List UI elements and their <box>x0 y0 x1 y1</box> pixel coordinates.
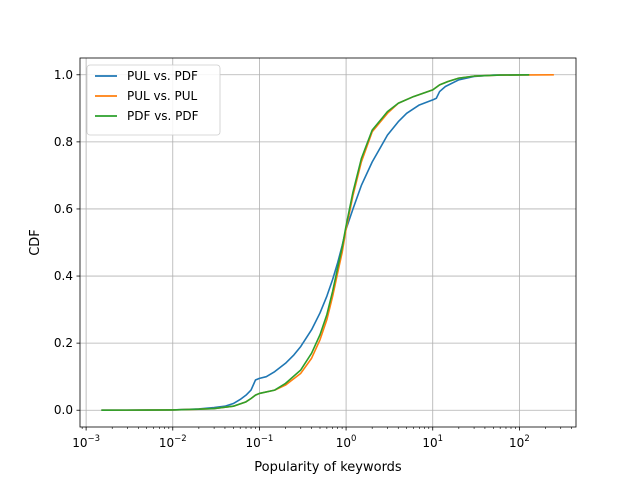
x-tick-exponent: 2 <box>524 434 529 444</box>
x-tick-base: 10 <box>509 436 524 450</box>
y-tick-label: 0.4 <box>54 269 73 283</box>
x-tick-base: 10 <box>246 436 261 450</box>
y-tick-label: 0.6 <box>54 202 73 216</box>
legend-label: PDF vs. PDF <box>127 109 199 123</box>
legend-label: PUL vs. PDF <box>127 69 198 83</box>
y-tick-label: 0.8 <box>54 135 73 149</box>
y-tick-label: 1.0 <box>54 68 73 82</box>
x-tick-exponent: −3 <box>87 434 100 444</box>
x-tick-label: 100 <box>336 434 357 450</box>
legend-label: PUL vs. PUL <box>127 89 198 103</box>
x-tick-label: 10−1 <box>246 434 274 450</box>
x-tick-exponent: 0 <box>351 434 356 444</box>
series-line-3 <box>101 73 530 412</box>
y-tick-label: 0.2 <box>54 336 73 350</box>
plot-frame <box>79 57 577 428</box>
legend: PUL vs. PDF PUL vs. PUL PDF vs. PDF <box>86 64 221 136</box>
x-tick-label: 10−3 <box>72 434 100 450</box>
x-tick-label: 102 <box>509 434 530 450</box>
x-tick-label: 10−2 <box>159 434 187 450</box>
x-tick-exponent: −2 <box>174 434 187 444</box>
x-tick-exponent: 1 <box>438 434 443 444</box>
legend-box <box>86 64 221 136</box>
x-axis-label: Popularity of keywords <box>254 460 402 475</box>
y-tick-label: 0.0 <box>54 403 73 417</box>
y-axis-label: CDF <box>28 229 43 256</box>
series-line-1 <box>101 73 530 412</box>
x-tick-base: 10 <box>422 436 437 450</box>
x-tick-exponent: −1 <box>261 434 274 444</box>
x-tick-base: 10 <box>336 436 351 450</box>
x-tick-base: 10 <box>72 436 87 450</box>
x-tick-base: 10 <box>159 436 174 450</box>
x-tick-label: 101 <box>422 434 443 450</box>
series-lines <box>101 73 554 412</box>
